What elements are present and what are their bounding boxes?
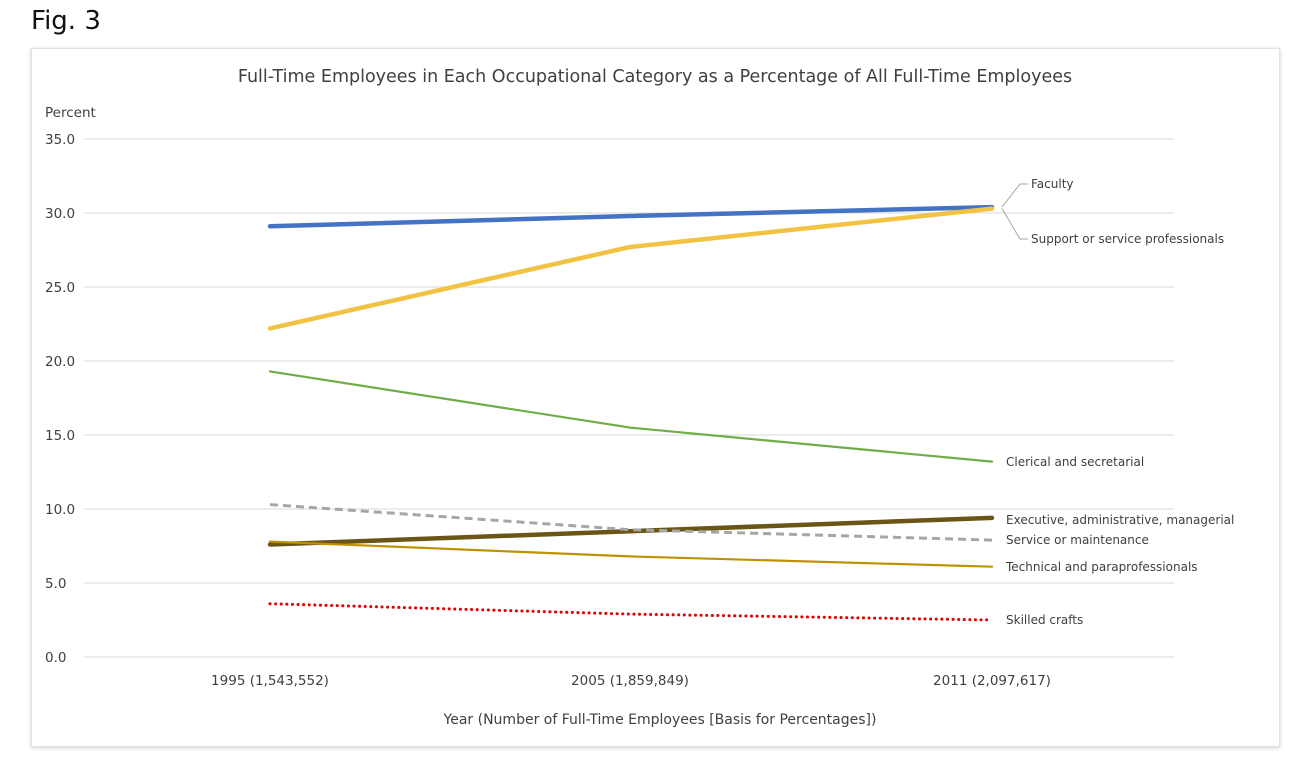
x-tick-label: 2011 (2,097,617): [933, 673, 1051, 689]
y-tick-label: 25.0: [45, 280, 75, 296]
series-labels: Faculty Support or service professionals C…: [1001, 177, 1234, 627]
x-axis-label: Year (Number of Full-Time Employees [Bas…: [443, 712, 877, 728]
x-tick-label: 2005 (1,859,849): [571, 673, 689, 689]
x-tick-label: 1995 (1,543,552): [211, 673, 329, 689]
series-line-6: [268, 602, 994, 622]
series-label-6: Skilled crafts: [1006, 613, 1083, 627]
y-tick-label: 0.0: [45, 650, 66, 666]
line-chart: Full-Time Employees in Each Occupational…: [45, 67, 1234, 728]
series-line-4: [269, 503, 993, 542]
series-label-2: Clerical and secretarial: [1006, 455, 1144, 469]
series-line-3: [267, 515, 995, 547]
gridlines: [84, 138, 1174, 658]
series-line-2: [268, 370, 994, 463]
chart-container: Full-Time Employees in Each Occupational…: [31, 48, 1280, 747]
series-label-1: Support or service professionals: [1031, 232, 1224, 246]
series-line-0: [267, 204, 995, 229]
series-line-5: [268, 540, 994, 568]
leader-line-support: [1001, 208, 1028, 240]
y-tick-label: 15.0: [45, 428, 75, 444]
series-label-4: Service or maintenance: [1006, 533, 1149, 547]
y-tick-label: 10.0: [45, 502, 75, 518]
series-label-0: Faculty: [1031, 177, 1074, 191]
y-axis-label: Percent: [45, 105, 96, 121]
leader-line-faculty: [1001, 183, 1028, 208]
x-axis-ticks: 1995 (1,543,552) 2005 (1,859,849) 2011 (2,…: [211, 673, 1051, 689]
y-tick-label: 30.0: [45, 206, 75, 222]
y-axis-ticks: 0.0 5.0 10.0 15.0 20.0 25.0 30.0 35.0: [45, 132, 75, 666]
chart-title: Full-Time Employees in Each Occupational…: [238, 67, 1072, 87]
series-lines: [267, 204, 995, 622]
series-line-1: [267, 206, 995, 331]
figure-label: Fig. 3: [31, 6, 101, 36]
y-tick-label: 5.0: [45, 576, 66, 592]
y-tick-label: 35.0: [45, 132, 75, 148]
series-label-3: Executive, administrative, managerial: [1006, 513, 1234, 527]
series-label-5: Technical and paraprofessionals: [1005, 560, 1198, 574]
y-tick-label: 20.0: [45, 354, 75, 370]
